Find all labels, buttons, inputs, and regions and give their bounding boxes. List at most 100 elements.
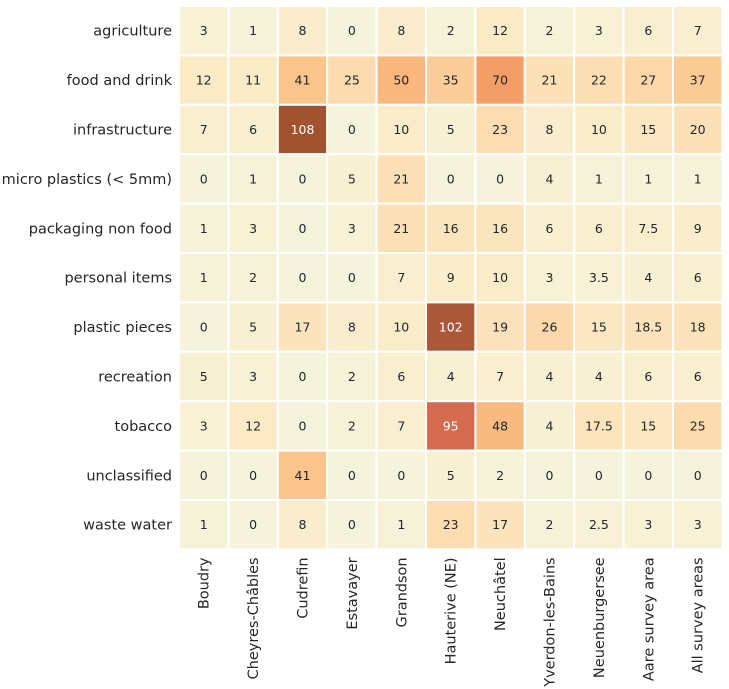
- heatmap-cell: [425, 499, 477, 551]
- heatmap-cell: [672, 202, 724, 255]
- heatmap-cell-value: 3.5: [589, 270, 609, 285]
- heatmap-cell-value: 5: [200, 369, 208, 384]
- y-axis-tick-label: food and drink: [67, 73, 173, 89]
- heatmap-cell-value: 4: [546, 171, 554, 186]
- heatmap-cell-value: 8: [546, 122, 554, 137]
- y-axis-tick-labels: agriculture food and drink infrastructure m…: [2, 24, 173, 534]
- heatmap-cell: [523, 499, 576, 551]
- heatmap-cell: [672, 499, 724, 551]
- heatmap-cell: [523, 400, 576, 452]
- heatmap-cell-value: 18.5: [634, 320, 662, 335]
- heatmap-cell: [276, 400, 329, 452]
- heatmap-cell-value: 22: [591, 73, 607, 88]
- heatmap-cell-value: 25: [344, 73, 360, 88]
- heatmap-cell: [375, 449, 428, 502]
- heatmap-cell-value: 3: [348, 221, 356, 236]
- heatmap-cell-value: 50: [393, 73, 409, 88]
- heatmap-cell: [573, 449, 625, 502]
- heatmap-cell: [178, 252, 230, 304]
- heatmap-cell: [425, 252, 477, 304]
- heatmap-cell-value: 108: [291, 122, 315, 137]
- heatmap-cell-value: 3: [200, 418, 208, 433]
- y-axis-tick-label: micro plastics (< 5mm): [2, 172, 172, 188]
- heatmap-cell: [672, 449, 724, 502]
- heatmap-cell-value: 15: [591, 320, 607, 335]
- heatmap-cell: [178, 202, 230, 255]
- heatmap-cell: [573, 202, 625, 255]
- heatmap-cell-value: 7: [397, 270, 405, 285]
- heatmap-cell: [523, 301, 576, 353]
- y-axis-tick-label: infrastructure: [73, 123, 172, 139]
- heatmap-cell: [178, 400, 230, 452]
- heatmap-cell: [474, 301, 526, 353]
- heatmap-cell-value: 12: [492, 23, 508, 38]
- heatmap-cell: [375, 499, 428, 551]
- heatmap-cell-value: 102: [439, 320, 463, 335]
- heatmap-cell-value: 3: [595, 23, 603, 38]
- heatmap-cell-value: 11: [245, 73, 261, 88]
- heatmap-cell: [375, 350, 428, 403]
- heatmap-cell-value: 0: [299, 221, 307, 236]
- heatmap-cell-value: 0: [644, 468, 652, 483]
- heatmap-cell: [573, 54, 625, 106]
- heatmap-cell-value: 2: [546, 517, 554, 532]
- x-axis-tick-label: Hauterive (NE): [444, 557, 460, 664]
- heatmap-cell-value: 20: [690, 122, 706, 137]
- heatmap-cell: [178, 54, 230, 106]
- heatmap-cell: [425, 202, 477, 255]
- heatmap-cell-value: 7: [694, 23, 702, 38]
- x-axis-tick-label: Cheyres-Châbles: [246, 557, 262, 679]
- x-axis-tick-label: Yverdon-les-Bains: [543, 557, 559, 687]
- heatmap-cell-value: 21: [542, 73, 558, 88]
- heatmap-cell-value: 16: [443, 221, 459, 236]
- heatmap-cell-value: 10: [492, 270, 508, 285]
- heatmap-cell-value: 0: [348, 270, 356, 285]
- y-axis-tick-label: unclassified: [86, 468, 172, 484]
- heatmap-cell-value: 0: [299, 418, 307, 433]
- heatmap-cell-value: 3: [200, 23, 208, 38]
- heatmap-cell: [672, 350, 724, 403]
- heatmap-cell: [573, 400, 625, 452]
- heatmap-cell-value: 26: [542, 320, 558, 335]
- heatmap-cell-value: 4: [546, 369, 554, 384]
- heatmap-cell-value: 8: [299, 23, 307, 38]
- heatmap-cell-value: 0: [249, 468, 257, 483]
- heatmap-cell-value: 6: [644, 369, 652, 384]
- heatmap-cell-value: 0: [595, 468, 603, 483]
- x-axis-tick-label: Neuchâtel: [493, 557, 509, 631]
- heatmap-cell: [326, 202, 378, 255]
- heatmap-cell-value: 37: [690, 73, 706, 88]
- heatmap-cell-value: 0: [546, 468, 554, 483]
- heatmap-cell-value: 3: [249, 221, 257, 236]
- heatmap-cell: [474, 103, 526, 156]
- y-axis-tick-label: plastic pieces: [73, 320, 172, 336]
- heatmap-cell-value: 95: [443, 418, 459, 433]
- heatmap-cell-value: 5: [348, 171, 356, 186]
- y-axis-tick-label: waste water: [83, 518, 172, 534]
- heatmap-cells: [178, 5, 724, 551]
- heatmap-cell-value: 6: [644, 23, 652, 38]
- heatmap-cell-value: 10: [591, 122, 607, 137]
- y-axis-tick-label: agriculture: [93, 24, 172, 40]
- y-axis-tick-label: recreation: [98, 370, 172, 386]
- heatmap-cell-value: 4: [546, 418, 554, 433]
- heatmap-cell: [672, 400, 724, 452]
- heatmap-cell-value: 4: [644, 270, 652, 285]
- heatmap-cell-value: 3: [249, 369, 257, 384]
- heatmap-cell: [474, 202, 526, 255]
- heatmap-cell: [672, 252, 724, 304]
- heatmap-cell-value: 23: [492, 122, 508, 137]
- heatmap-cell-value: 21: [393, 171, 409, 186]
- heatmap-cell-value: 0: [200, 171, 208, 186]
- heatmap-cell: [425, 301, 477, 353]
- heatmap-cell-value: 7: [496, 369, 504, 384]
- heatmap-cell-value: 8: [299, 517, 307, 532]
- heatmap-cell-value: 3: [546, 270, 554, 285]
- heatmap-cell-value: 1: [200, 270, 208, 285]
- heatmap-cell-value: 0: [694, 468, 702, 483]
- heatmap-cell-value: 10: [393, 320, 409, 335]
- heatmap-cell-value: 1: [200, 517, 208, 532]
- heatmap-cell: [326, 350, 378, 403]
- x-axis-tick-label: Aare survey area: [641, 557, 657, 681]
- heatmap-cell-value: 23: [443, 517, 459, 532]
